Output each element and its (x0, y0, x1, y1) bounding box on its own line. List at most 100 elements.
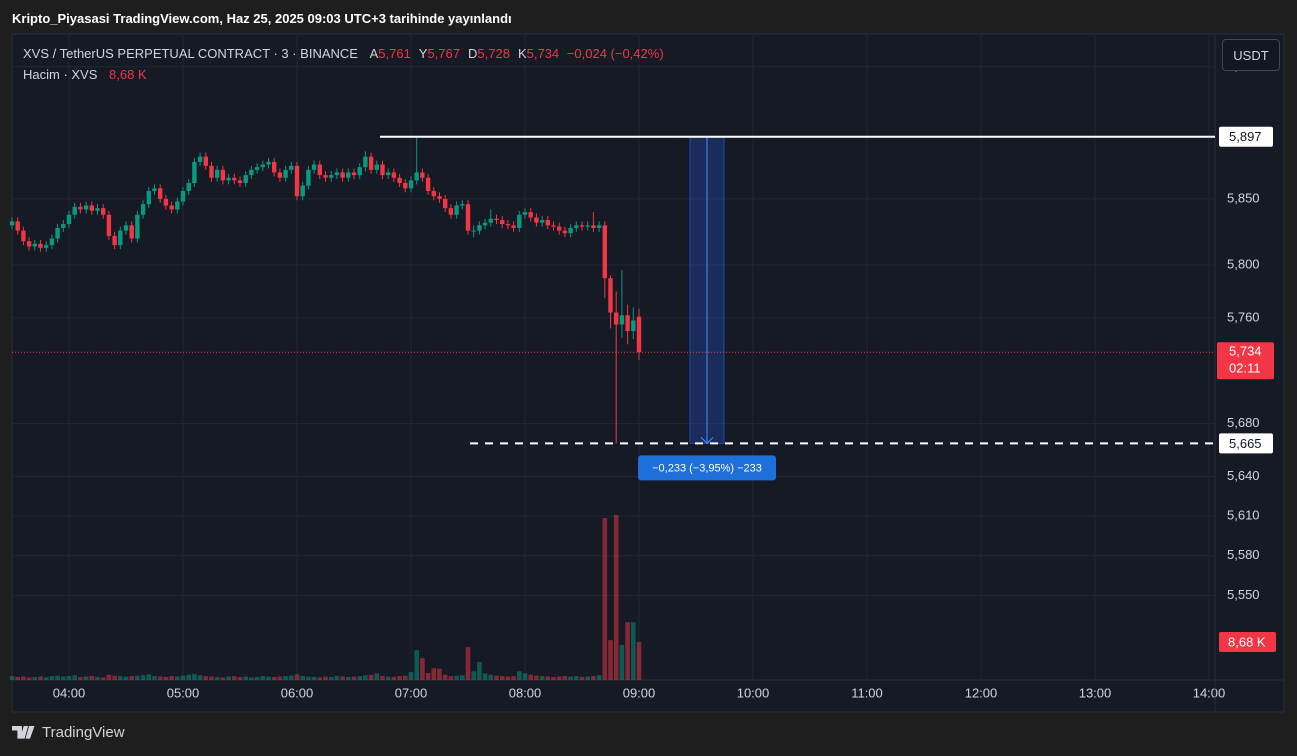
logo (12, 725, 35, 739)
volume-bar (374, 673, 380, 680)
candle-body (203, 156, 208, 166)
candle-body (368, 156, 374, 170)
candle-body (551, 225, 556, 227)
volume-bar (26, 677, 32, 680)
volume-bar (511, 676, 516, 680)
volume-bar (625, 622, 630, 680)
volume-bar (454, 675, 459, 680)
volume-bar (237, 676, 243, 680)
countdown: 02:11 (1229, 361, 1261, 376)
candle-body (351, 172, 357, 176)
currency-button[interactable]: USDT (1222, 39, 1280, 71)
volume-bar (186, 674, 191, 680)
candle-body (602, 225, 607, 279)
volume-bar (38, 676, 43, 680)
volume-bar (9, 676, 15, 680)
candle-body (277, 172, 283, 178)
candle-body (15, 221, 20, 231)
volume-bar (340, 676, 345, 680)
candle-body (146, 190, 151, 205)
y-tick-label: 5,800 (1227, 256, 1260, 271)
candle-body (488, 218, 493, 223)
candle-body (408, 180, 414, 189)
volume-name: Hacim · XVS (23, 67, 98, 82)
candle-body (471, 230, 476, 232)
candle-body (528, 212, 533, 218)
volume-bar (494, 675, 499, 680)
volume-bar (78, 676, 83, 680)
candle-body (89, 205, 94, 211)
volume-bar (351, 676, 357, 680)
candle-body (460, 204, 465, 206)
ohlc: A5,761 Y5,767 D5,728 K5,734 (364, 46, 562, 61)
volume-bar (505, 676, 511, 680)
measure-label-box (638, 455, 776, 481)
volume-bar (471, 671, 476, 680)
volume-bar (522, 673, 528, 680)
candle-body (539, 220, 545, 223)
candle-body (112, 235, 117, 246)
candle-body (266, 161, 271, 165)
volume-bar (551, 676, 556, 680)
candle-body (636, 316, 642, 353)
y-tick-label: 5,550 (1227, 587, 1260, 602)
volume-bar (357, 676, 362, 680)
volume-bar (135, 675, 140, 680)
footer: TradingView (12, 724, 125, 741)
volume-legend: Hacim · XVS 8,68 K (23, 67, 149, 82)
volume-bar (300, 676, 305, 680)
volume-bar (328, 676, 334, 680)
candle-body (596, 225, 602, 228)
candle-body (72, 206, 77, 215)
candle-body (175, 201, 180, 210)
volume-bar (32, 676, 38, 680)
ohlc-key: Y (418, 46, 428, 61)
ohlc-value: 5,734 (526, 46, 560, 61)
candle-body (61, 224, 66, 228)
volume-bar (72, 675, 77, 680)
y-tick-label: 5,760 (1227, 309, 1260, 324)
candle-body (140, 204, 146, 215)
y-tick-label: 5,850 (1227, 190, 1260, 205)
x-tick-label: 04:00 (53, 685, 86, 700)
candle-body (66, 214, 72, 225)
candle-body (300, 185, 305, 197)
volume-bar (243, 676, 248, 680)
volume-bar (477, 662, 482, 680)
candle-body (272, 161, 277, 173)
candle-body (425, 177, 431, 191)
candle-body (249, 169, 254, 176)
ohlc-key: A (369, 46, 379, 61)
volume-bar (574, 676, 579, 680)
candle-body (579, 225, 585, 227)
volume-bar (517, 671, 522, 680)
candle-body (346, 172, 351, 178)
volume-bar (420, 658, 425, 680)
volume-badge (1219, 631, 1276, 652)
candle-body (21, 230, 26, 242)
volume-bar (385, 676, 391, 680)
volume-bar (408, 672, 414, 680)
candle-body (306, 169, 311, 186)
volume-bar (545, 676, 551, 680)
volume-bar (123, 676, 129, 680)
volume-bar (562, 676, 568, 680)
chart-panel (11, 33, 1285, 713)
y-tick-label: 5,580 (1227, 547, 1260, 562)
volume-bar (214, 676, 220, 680)
volume-bar (403, 675, 408, 680)
volume-bar (346, 676, 351, 680)
x-tick-label: 09:00 (623, 685, 656, 700)
volume-bar (283, 676, 288, 680)
volume-bar (499, 676, 505, 680)
volume-value: 8,68 K (109, 67, 147, 82)
candle-body (118, 230, 123, 246)
candle-body (55, 227, 60, 239)
candle-body (619, 315, 625, 325)
candle-body (78, 206, 83, 210)
candle-body (614, 312, 619, 325)
x-tick-label: 14:00 (1193, 685, 1226, 700)
volume-bar (43, 677, 49, 680)
x-tick-label: 10:00 (737, 685, 770, 700)
volume-bar (363, 675, 368, 680)
